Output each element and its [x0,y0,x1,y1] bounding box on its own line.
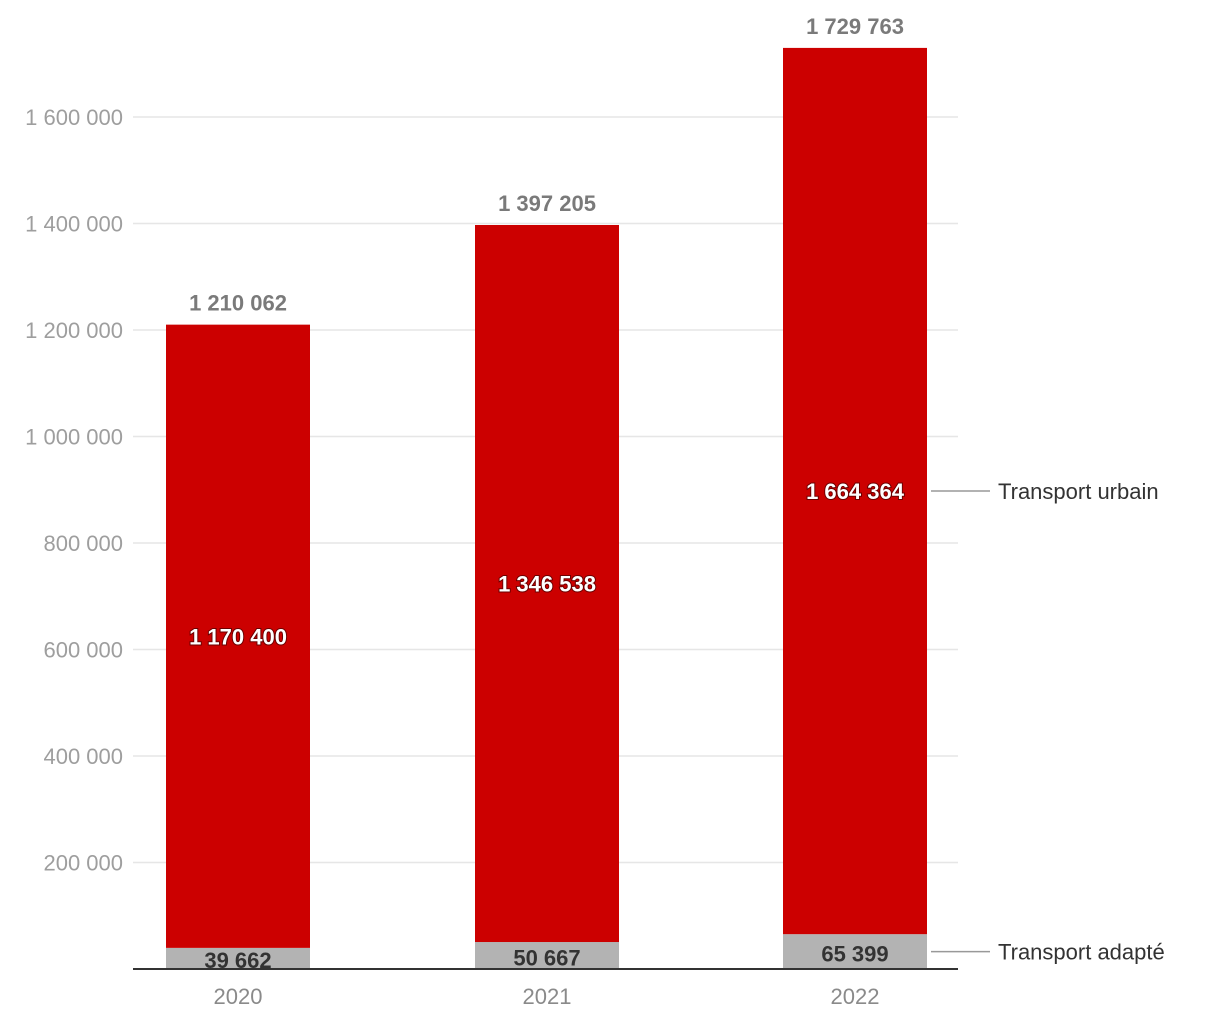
total-label: 1 397 205 [498,191,596,216]
x-tick-label: 2020 [214,984,263,1009]
legend-transport-urbain: Transport urbain [998,479,1159,504]
data-label-transport-urbain: 1 170 400 [189,624,287,649]
data-label-transport-adapte: 50 667 [513,946,580,971]
y-tick-label: 1 600 000 [25,105,123,130]
y-tick-label: 1 000 000 [25,425,123,450]
bar-segment-transport-adapte-2020 [166,947,310,969]
x-tick-label: 2021 [523,984,572,1009]
bar-segment-transport-urbain-2020 [166,324,310,948]
y-axis-ticks: 200 000 400 000 600 000 800 000 1 000 000 1 2… [25,105,123,876]
bar-segment-transport-urbain-2022 [783,47,927,935]
total-label: 1 729 763 [806,14,904,39]
legend: Transport urbain Transport adapté [931,479,1165,965]
bar-segment-transport-adapte-2021 [475,942,619,969]
bar-segment-transport-urbain-2021 [475,224,619,943]
x-tick-label: 2022 [831,984,880,1009]
y-tick-label: 400 000 [43,744,123,769]
data-label-transport-adapte: 65 399 [821,942,888,967]
x-axis-ticks: 2020 2021 2022 [214,984,880,1009]
legend-transport-adapte: Transport adapté [998,940,1165,965]
y-tick-label: 1 400 000 [25,212,123,237]
y-tick-label: 200 000 [43,851,123,876]
data-label-transport-urbain: 1 346 538 [498,572,596,597]
data-label-transport-urbain: 1 664 364 [806,479,905,504]
data-label-transport-adapte: 39 662 [204,948,271,973]
bar-labels: 39 662 1 170 400 1 210 062 50 667 1 346 538 1… [188,14,906,973]
bars [166,47,927,969]
y-tick-label: 1 200 000 [25,318,123,343]
total-label: 1 210 062 [189,291,287,316]
y-tick-label: 800 000 [43,531,123,556]
y-tick-label: 600 000 [43,638,123,663]
bar-segment-transport-adapte-2022 [783,934,927,969]
